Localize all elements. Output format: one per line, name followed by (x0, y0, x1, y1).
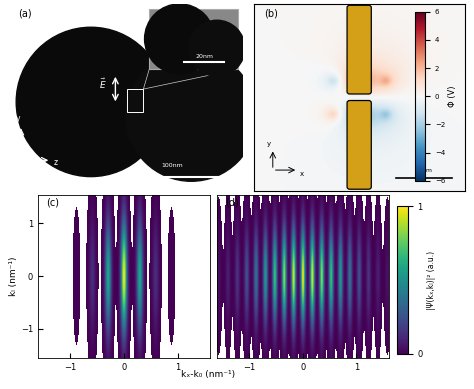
Text: kₓ-k₀ (nm⁻¹): kₓ-k₀ (nm⁻¹) (182, 370, 236, 379)
FancyBboxPatch shape (347, 5, 371, 94)
Text: (a): (a) (18, 9, 32, 19)
Y-axis label: Φ (V): Φ (V) (448, 86, 457, 107)
Bar (149, 9, 238, 69)
Text: (b): (b) (264, 9, 278, 19)
Circle shape (16, 27, 165, 177)
Bar (127, 89, 144, 112)
Text: y: y (266, 141, 271, 147)
Text: $\vec{E}$: $\vec{E}$ (99, 77, 106, 91)
Text: (c): (c) (46, 198, 60, 208)
Text: x: x (300, 171, 304, 177)
Text: 100nm: 100nm (162, 163, 183, 168)
Y-axis label: kₗ (nm⁻¹): kₗ (nm⁻¹) (9, 256, 18, 296)
Circle shape (189, 20, 245, 76)
Circle shape (145, 4, 215, 74)
Text: y: y (16, 114, 21, 123)
FancyBboxPatch shape (347, 100, 371, 189)
Text: (d): (d) (225, 198, 239, 208)
Y-axis label: |Ψ(kₓ,kₗ)|² (a.u.): |Ψ(kₓ,kₗ)|² (a.u.) (427, 251, 436, 310)
Text: 20nm: 20nm (415, 168, 433, 173)
Circle shape (126, 51, 256, 181)
Text: 20nm: 20nm (195, 54, 213, 59)
Text: z: z (54, 158, 58, 167)
